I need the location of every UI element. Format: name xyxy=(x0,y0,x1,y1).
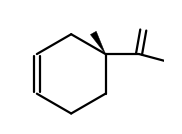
Polygon shape xyxy=(90,31,106,54)
